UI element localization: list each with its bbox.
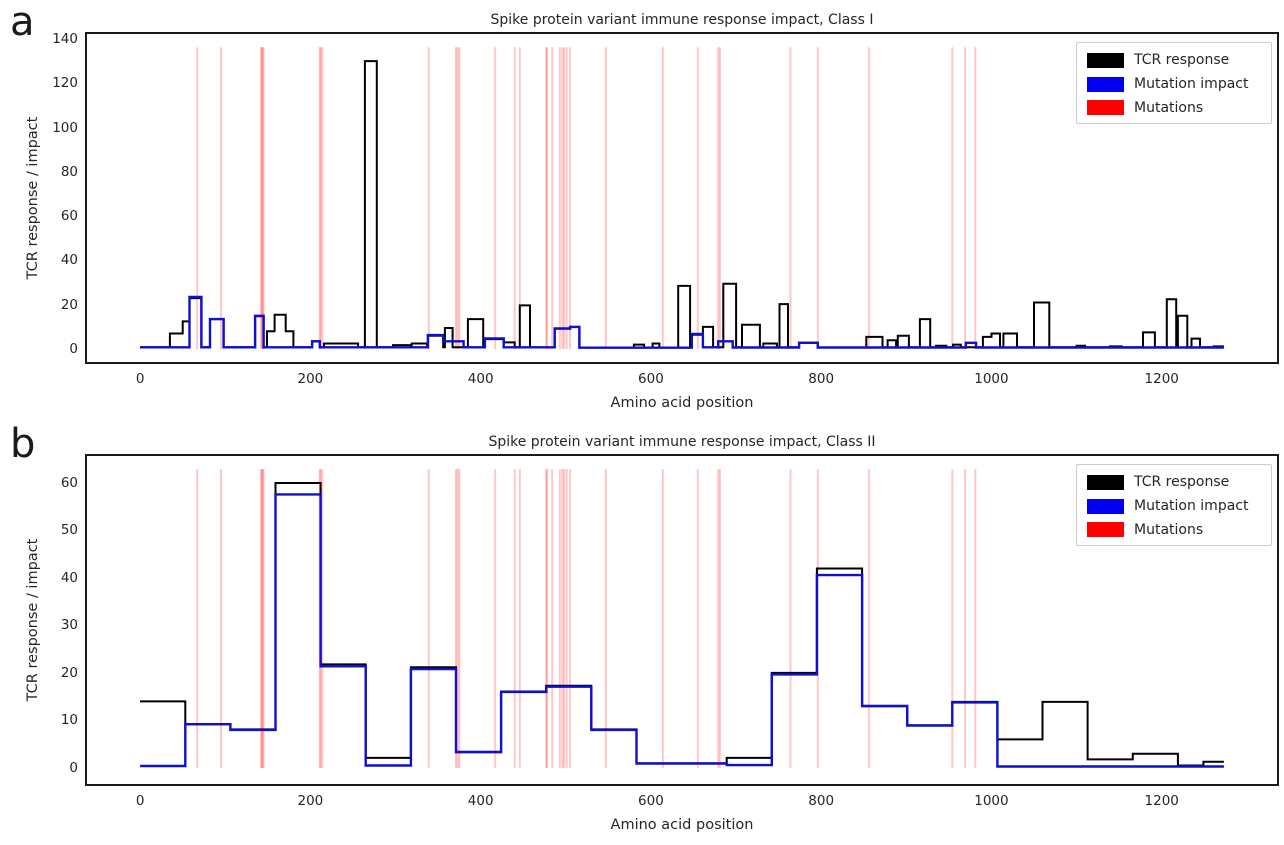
- x-tick-label: 600: [638, 793, 664, 809]
- legend-row: Mutations: [1087, 522, 1261, 539]
- y-tick-label: 20: [60, 664, 78, 681]
- x-tick-label: 200: [297, 793, 324, 809]
- panel-b-letter: b: [10, 421, 36, 467]
- legend-row: Mutations: [1087, 100, 1261, 117]
- x-tick-label: 600: [638, 371, 664, 387]
- legend-label: Mutation impact: [1134, 497, 1249, 514]
- x-tick-label: 200: [297, 371, 324, 387]
- x-tick-label: 400: [467, 793, 494, 809]
- x-tick-label: 800: [808, 371, 835, 387]
- legend-row: Mutation impact: [1087, 76, 1261, 93]
- x-tick-label: 0: [135, 793, 145, 809]
- legend-label: Mutation impact: [1134, 75, 1249, 92]
- y-tick-label: 30: [60, 617, 78, 634]
- y-tick-label: 40: [60, 252, 78, 269]
- tcr-response-curve: [140, 482, 1224, 767]
- y-tick-label: 40: [60, 569, 78, 586]
- x-tick-label: 400: [467, 371, 494, 387]
- y-tick-label: 0: [69, 759, 78, 776]
- axes-frame: [85, 454, 1279, 786]
- axes-frame: [85, 32, 1279, 364]
- y-tick-label: 80: [60, 163, 78, 180]
- tcr-response-swatch-icon: [1087, 52, 1124, 68]
- x-tick-label: 1200: [1144, 793, 1179, 809]
- x-tick-label: 0: [135, 371, 145, 387]
- panel-b-xlabel: Amino acid position: [610, 817, 754, 833]
- tcr-response-swatch-icon: [1087, 474, 1124, 490]
- y-tick-label: 60: [60, 475, 78, 491]
- x-tick-label: 800: [808, 793, 835, 809]
- x-tick-label: 1000: [974, 371, 1009, 387]
- panel-b-title: Spike protein variant immune response im…: [488, 434, 876, 450]
- y-tick-label: 140: [52, 30, 78, 47]
- y-tick-label: 100: [52, 119, 78, 136]
- legend-row: Mutation impact: [1087, 498, 1261, 515]
- legend-label: TCR response: [1134, 52, 1230, 68]
- panel-a-title: Spike protein variant immune response im…: [490, 12, 874, 28]
- y-tick-label: 50: [60, 522, 78, 539]
- mutation-impact-curve: [140, 295, 1224, 349]
- y-tick-label: 20: [60, 296, 78, 313]
- legend-label: Mutations: [1134, 99, 1204, 116]
- mutation-impact-curve: [140, 493, 1224, 768]
- mutation-impact-swatch-icon: [1087, 498, 1124, 514]
- legend-row: TCR response: [1087, 52, 1261, 69]
- legend-label: Mutations: [1134, 521, 1204, 538]
- panel-a-legend: TCR response Mutation impact Mutations: [1076, 42, 1272, 125]
- panel-a-letter: a: [10, 0, 35, 45]
- y-tick-label: 10: [60, 712, 78, 729]
- x-tick-label: 1200: [1144, 371, 1179, 387]
- panel-a-xlabel: Amino acid position: [610, 395, 754, 411]
- legend-row: TCR response: [1087, 474, 1261, 491]
- y-tick-label: 120: [52, 75, 78, 92]
- panel-b-legend: TCR response Mutation impact Mutations: [1076, 464, 1272, 547]
- mutations-swatch-icon: [1087, 100, 1124, 116]
- mutations-swatch-icon: [1087, 522, 1124, 538]
- x-tick-label: 1000: [974, 793, 1009, 809]
- tcr-response-curve: [140, 60, 1224, 349]
- legend-label: TCR response: [1134, 474, 1230, 490]
- y-tick-label: 0: [69, 341, 78, 358]
- mutation-impact-swatch-icon: [1087, 76, 1124, 92]
- y-tick-label: 60: [60, 208, 78, 225]
- panel-a-plot: [85, 32, 1279, 364]
- panel-b-plot: [85, 454, 1279, 786]
